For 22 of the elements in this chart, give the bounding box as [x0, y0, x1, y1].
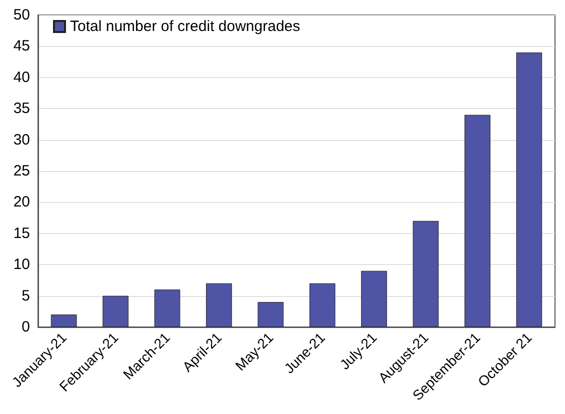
bar	[102, 296, 128, 327]
bar	[206, 283, 232, 327]
y-tick-label: 30	[13, 131, 30, 148]
y-tick-label: 20	[13, 194, 30, 211]
y-tick-label: 50	[13, 6, 30, 24]
y-tick-label: 25	[13, 162, 30, 180]
bar	[516, 52, 542, 327]
bar	[50, 314, 77, 327]
y-tick-label: 10	[13, 256, 30, 274]
bar	[412, 220, 439, 327]
y-tick-label: 0	[22, 318, 30, 336]
bar	[258, 302, 284, 327]
legend-label: Total number of credit downgrades	[70, 18, 300, 35]
y-tick-label: 5	[22, 287, 30, 304]
bar	[361, 270, 387, 327]
bar	[309, 283, 336, 327]
y-tick-label: 45	[13, 38, 30, 55]
y-tick-label: 35	[13, 100, 30, 118]
bar	[464, 114, 490, 327]
bar	[154, 290, 180, 327]
y-tick-label: 15	[13, 224, 30, 242]
y-tick-label: 40	[13, 68, 30, 86]
